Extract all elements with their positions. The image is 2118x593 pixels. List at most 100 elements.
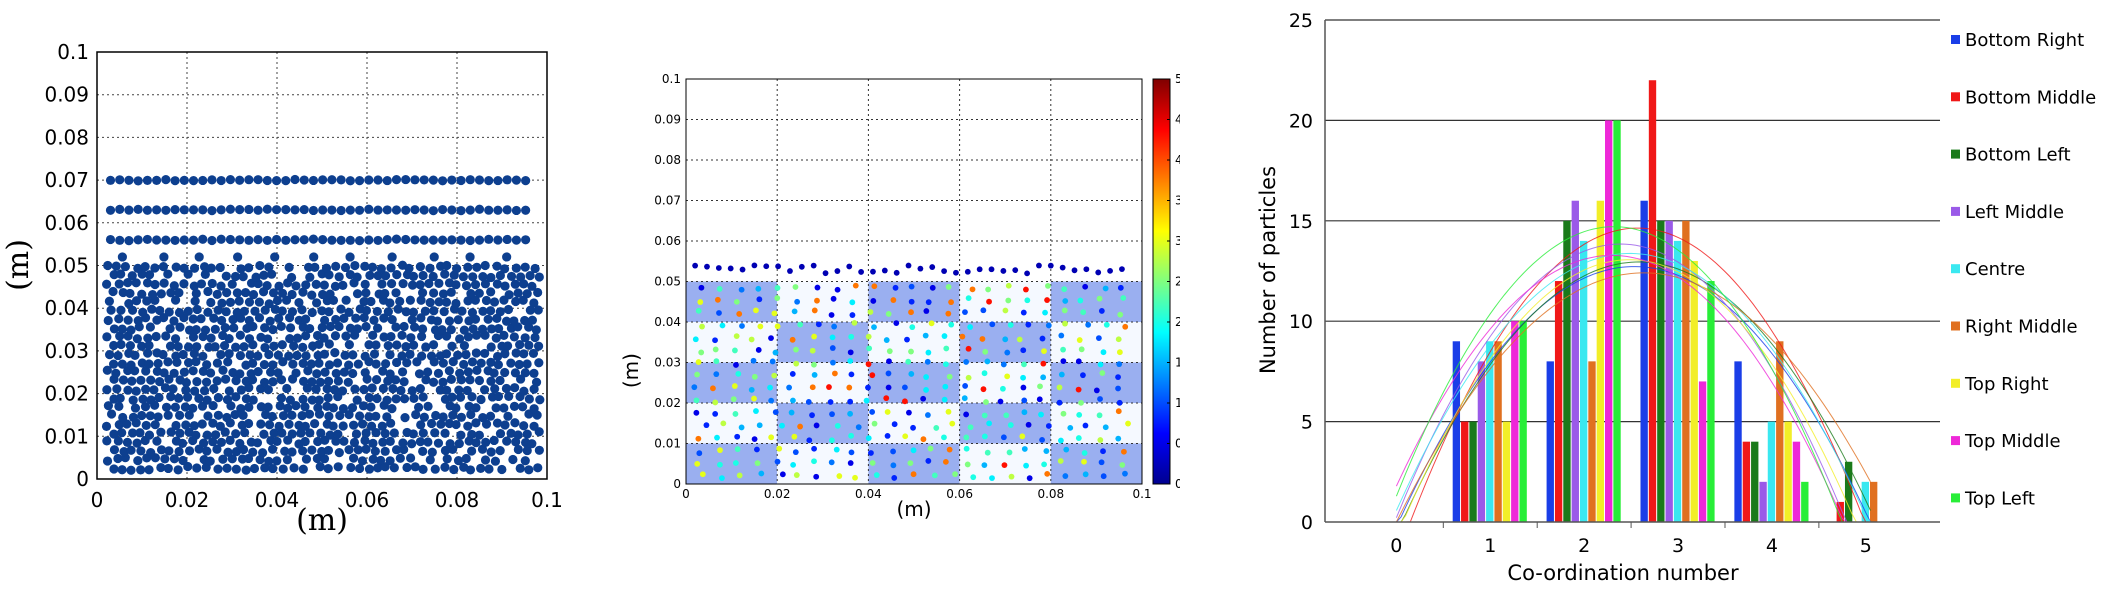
particle — [885, 384, 892, 391]
particle — [534, 272, 544, 282]
particle — [391, 288, 401, 298]
particle — [287, 307, 298, 317]
particle — [418, 428, 428, 438]
y-tick-label: 0.03 — [44, 339, 89, 363]
particle — [463, 296, 473, 306]
particle — [188, 366, 198, 376]
colorbar-tick-label: 0 — [1175, 477, 1180, 491]
particle — [132, 334, 142, 344]
particle — [284, 262, 294, 272]
particle — [299, 175, 309, 185]
particle — [174, 446, 184, 457]
particle — [478, 306, 488, 316]
x-tick-label: 0 — [1390, 535, 1402, 557]
particle — [364, 464, 375, 474]
particle — [327, 235, 337, 245]
particle — [1020, 309, 1027, 316]
particle — [786, 384, 792, 391]
particle — [1115, 408, 1122, 415]
particle — [235, 350, 246, 361]
particle — [1060, 410, 1067, 417]
particle — [797, 321, 804, 328]
particle — [146, 375, 156, 385]
particle — [1115, 385, 1121, 392]
particle — [462, 385, 472, 396]
packing-chart: 0 0.02 0.04 0.06 0.08 0.1 00.010.020.030.040.… — [1, 40, 563, 538]
particle — [847, 349, 854, 356]
particle — [986, 420, 993, 427]
particle — [486, 357, 496, 367]
particle — [1083, 266, 1090, 273]
particle — [847, 358, 854, 364]
legend-swatch — [1951, 206, 1960, 216]
particle — [246, 369, 256, 379]
particle — [1097, 396, 1103, 402]
particle — [902, 433, 909, 440]
particle — [520, 315, 530, 326]
legend-label: Top Right — [1964, 374, 2049, 395]
particle — [515, 340, 525, 350]
particle — [382, 205, 392, 215]
particle — [425, 263, 435, 273]
cell-backgrounds — [686, 281, 1142, 484]
particle — [317, 322, 327, 333]
y-tick-label: 0.07 — [44, 168, 89, 192]
particle — [177, 438, 188, 448]
particle — [1081, 458, 1087, 465]
particle — [268, 324, 278, 335]
particle — [484, 176, 494, 186]
particle — [239, 342, 249, 352]
particle — [259, 270, 269, 280]
particle — [753, 307, 759, 314]
particle — [486, 272, 496, 283]
particle — [1003, 412, 1010, 419]
particle — [222, 412, 232, 423]
particle — [503, 411, 513, 421]
bar — [1759, 481, 1767, 522]
particle — [344, 307, 354, 317]
particle — [291, 281, 301, 291]
particle — [253, 234, 263, 245]
bar — [1844, 461, 1853, 522]
particle — [192, 463, 202, 473]
particle — [372, 306, 382, 317]
particle — [264, 262, 274, 272]
particle — [525, 271, 535, 281]
particle — [281, 235, 291, 245]
particle — [188, 403, 198, 413]
particle — [429, 306, 439, 316]
particle — [264, 299, 274, 309]
particle — [410, 175, 420, 185]
particle — [344, 409, 354, 420]
particle — [440, 445, 451, 456]
particle — [268, 288, 279, 298]
particle — [281, 176, 291, 186]
particle — [428, 340, 439, 350]
legend-label: Bottom Right — [1965, 30, 2084, 51]
particle — [395, 296, 405, 306]
particle — [166, 427, 176, 437]
particle — [341, 331, 351, 341]
particle — [871, 324, 877, 331]
particle — [492, 351, 503, 362]
particle — [961, 395, 968, 402]
particle — [822, 270, 829, 277]
particle — [366, 402, 376, 412]
particle — [366, 421, 377, 431]
particle — [381, 359, 391, 369]
particle — [831, 370, 838, 377]
particle — [360, 279, 370, 289]
particle — [397, 367, 408, 377]
particle — [693, 397, 700, 404]
particle — [126, 325, 136, 335]
particle — [1016, 336, 1023, 343]
particle — [851, 319, 858, 326]
particle — [377, 279, 387, 289]
particle — [806, 437, 813, 444]
particle — [695, 307, 702, 314]
bar — [1579, 240, 1588, 522]
particle — [865, 384, 871, 391]
particle — [391, 394, 401, 404]
particle — [748, 336, 755, 343]
particle — [438, 412, 448, 422]
